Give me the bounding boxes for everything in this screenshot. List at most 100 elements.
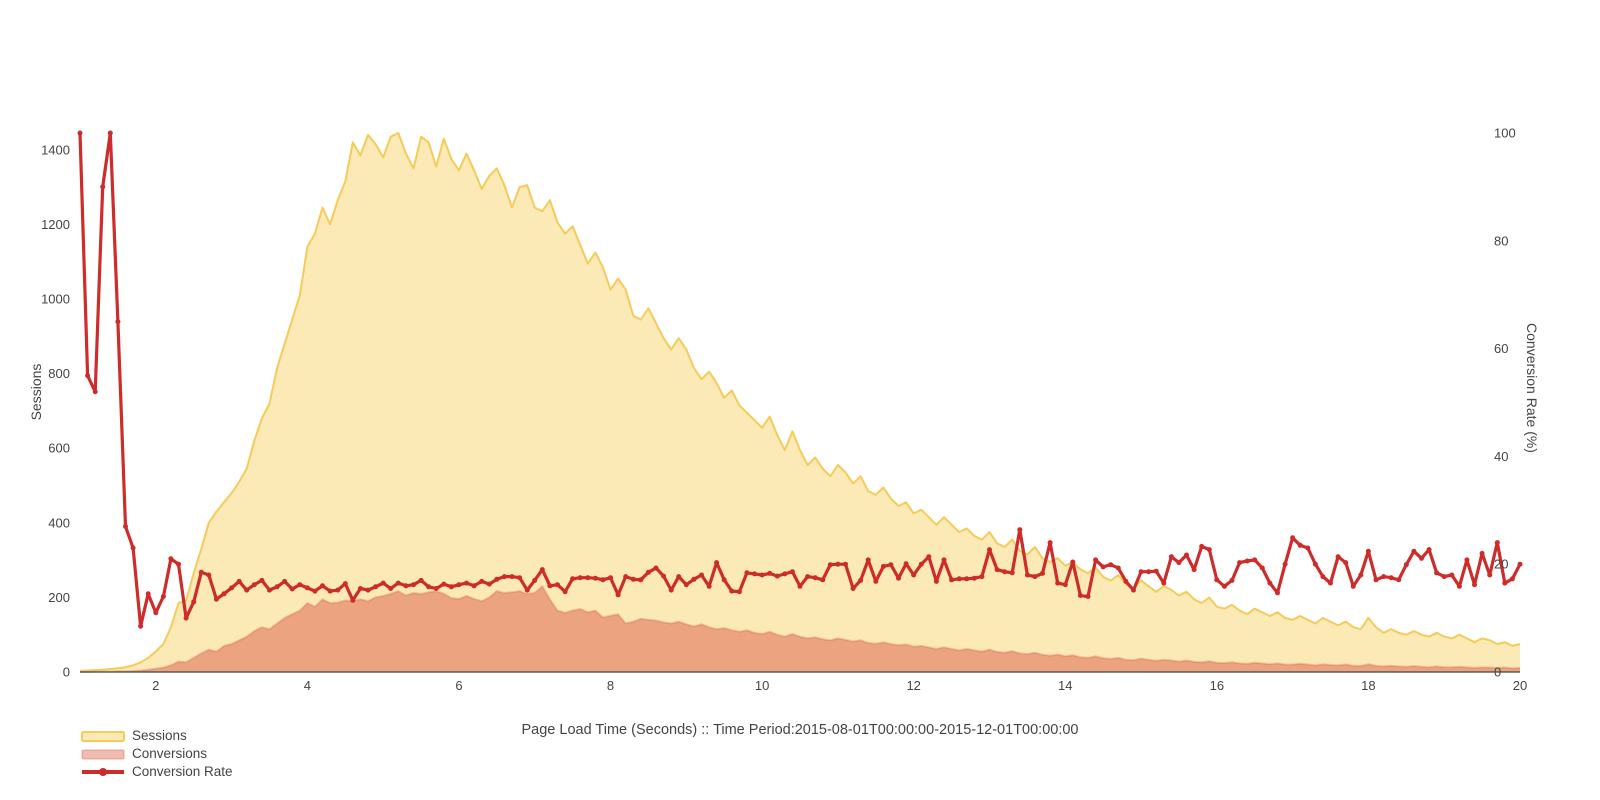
x-tick-label: 8 <box>607 678 614 693</box>
conversion-rate-marker <box>1275 590 1280 596</box>
conversion-rate-marker <box>1411 548 1417 554</box>
x-tick-label: 10 <box>755 678 769 693</box>
conversion-rate-marker <box>1115 565 1121 571</box>
conversion-rate-marker <box>926 554 932 560</box>
conversion-rate-marker <box>464 580 469 586</box>
x-axis-title: Page Load Time (Seconds) :: Time Period:… <box>521 722 1079 738</box>
y-left-tick-label: 800 <box>48 366 70 381</box>
conversion-rate-marker <box>494 576 500 582</box>
y-right-tick-label: 60 <box>1494 341 1508 356</box>
conversion-rate-marker <box>827 562 833 568</box>
conversion-rate-marker <box>373 584 379 590</box>
y-left-tick-label: 0 <box>63 665 70 680</box>
conversion-rate-marker <box>123 524 128 529</box>
conversion-rate-marker <box>994 567 1000 573</box>
conversion-rate-marker <box>524 587 530 593</box>
conversion-rate-marker <box>797 583 803 589</box>
x-tick-label: 14 <box>1058 678 1072 693</box>
conversion-rate-marker <box>782 571 788 577</box>
legend-label-conversion-rate: Conversion Rate <box>132 764 233 779</box>
y-right-tick-label: 20 <box>1494 557 1508 572</box>
conversion-rate-marker <box>282 578 288 584</box>
conversion-rate-marker <box>365 587 371 593</box>
conversion-rate-marker <box>100 184 106 190</box>
legend-item-conversion-rate[interactable]: Conversion Rate <box>80 764 233 779</box>
conversion-rate-marker <box>873 578 879 584</box>
conversion-rate-marker <box>1259 565 1265 571</box>
conversion-rate-marker <box>517 575 523 581</box>
conversion-rate-marker <box>729 588 735 594</box>
conversion-rate-marker <box>191 599 197 605</box>
conversion-rate-marker <box>767 570 773 576</box>
conversion-rate-marker <box>198 569 204 575</box>
conversion-rate-marker <box>532 577 538 583</box>
conversion-rate-marker <box>77 130 83 136</box>
conversion-rate-marker <box>1100 564 1106 570</box>
conversion-rate-marker <box>130 545 136 551</box>
conversion-rate-marker <box>1290 535 1296 541</box>
conversion-rate-marker <box>426 584 432 590</box>
conversion-rate-marker <box>752 571 757 577</box>
conversion-rate-marker <box>1517 561 1523 567</box>
conversion-rate-marker <box>1199 543 1205 549</box>
legend-item-sessions[interactable]: Sessions <box>80 728 233 743</box>
conversion-rate-marker <box>653 565 659 571</box>
conversion-rate-marker <box>357 586 363 591</box>
conversion-rate-marker <box>327 588 333 594</box>
conversion-rate-marker <box>1487 572 1493 578</box>
conversion-rate-marker <box>418 577 424 583</box>
conversion-rate-marker <box>1312 561 1318 567</box>
sessions-area-outline <box>79 132 1521 672</box>
conversion-rate-marker <box>577 575 583 581</box>
conversion-rate-marker <box>941 557 947 563</box>
conversion-rate-marker <box>107 130 113 136</box>
conversion-rate-marker <box>592 575 598 581</box>
conversion-rate-marker <box>1168 554 1174 560</box>
conversion-rate-marker <box>1509 576 1515 582</box>
conversion-rate-marker <box>1456 583 1462 589</box>
legend-label-conversions: Conversions <box>132 746 208 761</box>
conversion-rate-marker <box>683 582 689 588</box>
conversion-rate-marker <box>509 574 515 580</box>
conversion-rate-marker <box>244 587 250 593</box>
conversion-rate-marker <box>1040 570 1045 576</box>
x-tick-label: 20 <box>1513 678 1527 693</box>
conversion-rate-marker <box>1305 545 1311 551</box>
conversion-rate-marker <box>896 575 901 581</box>
conversion-rate-marker <box>1009 570 1015 576</box>
sessions-area <box>80 133 1520 672</box>
conversion-rate-marker <box>213 596 219 602</box>
conversion-rate-marker <box>342 581 348 587</box>
conversion-rate-marker <box>335 587 341 593</box>
conversion-rate-marker <box>486 581 492 587</box>
conversion-rate-marker <box>1472 582 1477 588</box>
conversion-rate-marker <box>1206 547 1212 553</box>
y-left-tick-label: 1200 <box>41 217 70 232</box>
conversion-rate-marker <box>1434 570 1440 576</box>
conversion-rate-marker <box>911 572 917 578</box>
y-right-tick-label: 0 <box>1494 665 1501 680</box>
conversion-rate-marker <box>1502 580 1508 586</box>
legend-item-conversions[interactable]: Conversions <box>80 746 233 761</box>
conversion-rate-marker <box>1419 555 1424 561</box>
conversion-rate-marker <box>1381 574 1387 580</box>
conversion-rate-marker <box>1191 567 1197 573</box>
conversion-rate-marker <box>145 591 151 597</box>
conversion-rate-marker <box>789 569 795 575</box>
conversion-rate-marker <box>1237 560 1243 566</box>
conversion-rate-marker <box>1494 540 1500 546</box>
conversion-rate-marker <box>448 584 454 590</box>
conversion-rate-marker <box>1343 560 1349 566</box>
x-tick-label: 2 <box>152 678 159 693</box>
x-tick-label: 6 <box>455 678 462 693</box>
conversion-rate-marker <box>259 577 265 583</box>
conversion-rate-marker <box>850 586 856 591</box>
conversion-rate-marker <box>956 576 962 582</box>
conversion-rate-marker <box>221 591 227 597</box>
conversion-rate-marker <box>630 576 636 582</box>
y-left-tick-label: 400 <box>48 515 70 530</box>
conversion-rate-marker <box>903 561 909 567</box>
conversion-rate-marker <box>1002 569 1008 575</box>
conversion-rate-marker <box>236 578 242 584</box>
